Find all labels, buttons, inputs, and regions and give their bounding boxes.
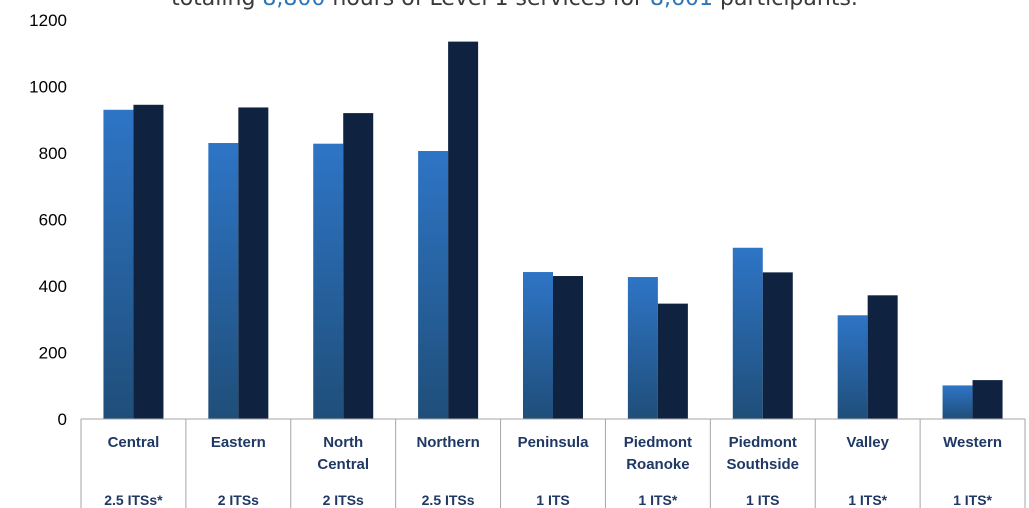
bar-series-2 — [972, 380, 1003, 419]
category-label: Roanoke — [626, 456, 689, 473]
category-label: Peninsula — [518, 434, 590, 451]
y-axis: 0 200 400 600 800 1000 1200 — [29, 11, 67, 429]
its-count-label: 2 ITSs — [218, 492, 259, 508]
subtitle-text-middle: hours of Level 1 services for — [325, 0, 650, 11]
its-count-label: 1 ITS — [746, 492, 779, 508]
bar-series-2 — [762, 272, 793, 419]
subtitle-hours-value: 8,800 — [262, 0, 325, 11]
y-tick-label: 600 — [39, 211, 67, 230]
y-tick-label: 200 — [39, 344, 67, 363]
subtitle-participants-value: 8,601 — [650, 0, 713, 11]
subtitle-text-start: totaling — [171, 0, 262, 11]
y-tick-label: 800 — [39, 144, 67, 163]
subtitle-text-end: participants. — [713, 0, 858, 11]
category-label: Southside — [727, 456, 800, 473]
its-count-label: 1 ITS* — [848, 492, 887, 508]
bar-series-1 — [837, 315, 868, 419]
its-count-label: 2.5 ITSs — [422, 492, 475, 508]
bar-series-1 — [103, 109, 134, 420]
its-count-label: 2 ITSs — [323, 492, 364, 508]
its-count-label: 2.5 ITSs* — [104, 492, 163, 508]
its-count-label: 1 ITS — [536, 492, 569, 508]
bar-series-2 — [343, 113, 374, 419]
category-label: Eastern — [211, 434, 266, 451]
category-label: North — [323, 434, 363, 451]
bar-series-1 — [732, 247, 763, 419]
y-tick-label: 1000 — [29, 78, 67, 97]
bar-series-2 — [448, 41, 479, 420]
bar-series-1 — [208, 143, 239, 419]
bar-series-2 — [133, 104, 164, 419]
bar-series-1 — [313, 143, 344, 419]
bar-series-1 — [627, 277, 658, 419]
its-count-label: 1 ITS* — [638, 492, 677, 508]
y-tick-label: 0 — [58, 410, 67, 429]
chart-subtitle: totaling 8,800 hours of Level 1 services… — [0, 0, 1029, 40]
category-label: Piedmont — [729, 434, 797, 451]
bar-series-1 — [523, 272, 553, 419]
y-tick-label: 1200 — [29, 11, 67, 30]
category-label: Central — [108, 434, 160, 451]
bar-series-2 — [867, 295, 898, 419]
bar-series-2 — [657, 303, 688, 419]
category-table: Central 2.5 ITSs* Eastern 2 ITSs North Centra… — [80, 418, 1026, 508]
its-count-label: 1 ITS* — [953, 492, 992, 508]
bar-series-1 — [418, 151, 449, 419]
category-label: Piedmont — [624, 434, 692, 451]
bar-series-1 — [942, 385, 973, 419]
category-label: Valley — [846, 434, 889, 451]
bar-group — [103, 41, 1003, 420]
category-label: Central — [317, 456, 369, 473]
category-label: Western — [943, 434, 1002, 451]
y-tick-label: 400 — [39, 277, 67, 296]
category-label: Northern — [416, 434, 479, 451]
bar-series-2 — [238, 107, 269, 419]
bar-series-2 — [553, 276, 583, 419]
